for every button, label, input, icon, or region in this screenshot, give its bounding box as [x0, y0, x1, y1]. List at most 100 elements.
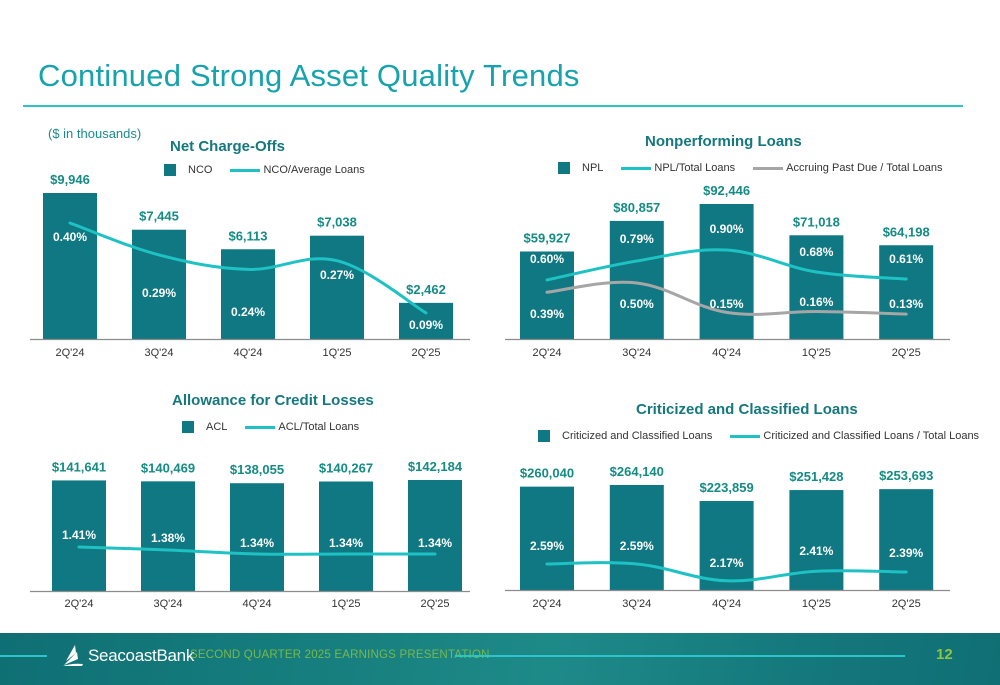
bar-npl-1 — [609, 220, 664, 339]
x-tick-label: 2Q'24 — [55, 347, 84, 359]
line-value-label: 0.79% — [620, 232, 654, 246]
line-value-label: 0.90% — [710, 222, 744, 236]
bar-value-label: $92,446 — [703, 183, 750, 198]
legend-cc: Criticized and Classified Loans Criticiz… — [538, 430, 997, 442]
x-tick-label: 3Q'24 — [622, 598, 651, 610]
line-value-label: 0.61% — [889, 252, 923, 266]
x-tick-label: 1Q'25 — [322, 347, 351, 359]
x-tick-label: 3Q'24 — [622, 347, 651, 359]
bar-value-label: $264,140 — [610, 464, 664, 479]
bar-value-label: $251,428 — [789, 469, 843, 484]
bar-nco-2 — [221, 249, 275, 339]
legend-item-npl: NPL — [558, 162, 603, 174]
bar-swatch-icon — [164, 164, 176, 176]
bar-value-label: $80,857 — [613, 200, 660, 215]
bar-swatch-icon — [538, 430, 550, 442]
bar-value-label: $64,198 — [883, 224, 930, 239]
line-value-label: 1.38% — [151, 531, 185, 545]
bar-value-label: $140,267 — [319, 460, 373, 475]
line-value-label: 0.16% — [799, 295, 833, 309]
bar-cc-2 — [699, 501, 754, 590]
line-swatch-icon — [753, 166, 784, 170]
line-value-label: 1.41% — [62, 528, 96, 542]
chart-title-cc: Criticized and Classified Loans — [636, 401, 858, 418]
bar-acl-4 — [408, 480, 462, 591]
legend-item-nco: NCO — [164, 164, 212, 176]
line-value-label: 0.68% — [799, 245, 833, 259]
line-value-label: 2.39% — [889, 546, 923, 560]
page-title: Continued Strong Asset Quality Trends — [38, 58, 580, 93]
legend-item-past-due: Accruing Past Due / Total Loans — [753, 162, 942, 174]
bar-value-label: $2,462 — [406, 282, 446, 297]
bar-value-label: $253,693 — [879, 468, 933, 483]
bar-npl-2 — [699, 204, 754, 339]
line-value-label: 0.27% — [320, 268, 354, 282]
line-value-label: 2.59% — [530, 539, 564, 553]
line-value-label: 0.13% — [889, 297, 923, 311]
bar-acl-1 — [141, 481, 195, 591]
legend-item-acl-ratio: ACL/Total Loans — [245, 421, 359, 433]
bar-swatch-icon — [558, 162, 570, 174]
bar-cc-3 — [789, 490, 844, 590]
chart-title-nco: Net Charge-Offs — [170, 138, 286, 155]
legend-item-acl: ACL — [182, 421, 227, 433]
line-value-label: 0.40% — [53, 230, 87, 244]
bar-swatch-icon — [182, 421, 194, 433]
page-number: 12 — [936, 646, 953, 663]
sail-logo-icon — [63, 645, 83, 666]
line-value-label: 1.34% — [329, 536, 363, 550]
x-tick-label: 3Q'24 — [144, 347, 173, 359]
chart-title-acl: Allowance for Credit Losses — [172, 392, 374, 409]
legend-item-nco-ratio: NCO/Average Loans — [230, 164, 365, 176]
bar-value-label: $140,469 — [141, 460, 195, 475]
units-note: ($ in thousands) — [48, 126, 142, 141]
bar-value-label: $59,927 — [524, 230, 571, 245]
x-tick-label: 4Q'24 — [233, 347, 262, 359]
line-value-label: 0.15% — [710, 297, 744, 311]
bar-value-label: $260,040 — [520, 466, 574, 481]
bar-nco-4 — [399, 302, 453, 339]
line-swatch-icon — [245, 425, 276, 429]
bar-npl-3 — [789, 235, 844, 339]
bar-value-label: $223,859 — [699, 480, 753, 495]
title-divider — [23, 105, 963, 107]
line-swatch-icon — [230, 168, 261, 172]
line-swatch-icon — [621, 166, 652, 170]
x-tick-label: 2Q'25 — [420, 598, 449, 610]
legend-item-cc: Criticized and Classified Loans — [538, 430, 712, 442]
bar-acl-0 — [52, 480, 106, 591]
bar-value-label: $9,946 — [50, 172, 90, 187]
line-value-label: 2.59% — [620, 539, 654, 553]
footer-rule-right — [455, 655, 905, 657]
bar-npl-4 — [879, 245, 934, 339]
bar-value-label: $141,641 — [52, 459, 106, 474]
line-value-label: 1.34% — [418, 536, 452, 550]
bar-nco-3 — [310, 235, 364, 339]
x-tick-label: 1Q'25 — [802, 598, 831, 610]
footer-caption: SECOND QUARTER 2025 EARNINGS PRESENTATIO… — [190, 649, 490, 661]
x-tick-label: 1Q'25 — [331, 598, 360, 610]
x-tick-label: 2Q'25 — [411, 347, 440, 359]
brand-logo: SeacoastBank — [62, 644, 194, 668]
line-value-label: 0.09% — [409, 318, 443, 332]
bar-cc-1 — [609, 485, 664, 590]
line-value-label: 1.34% — [240, 536, 274, 550]
footer-rule-left — [0, 655, 47, 657]
bar-value-label: $6,113 — [228, 228, 267, 243]
bar-value-label: $7,038 — [317, 215, 357, 230]
brand-name: SeacoastBank — [88, 646, 195, 665]
legend-npl: NPL NPL/Total Loans Accruing Past Due / … — [558, 162, 960, 174]
bar-cc-4 — [879, 489, 934, 590]
bar-value-label: $7,445 — [139, 209, 179, 224]
x-tick-label: 2Q'25 — [892, 598, 921, 610]
line-value-label: 0.24% — [231, 305, 265, 319]
x-tick-label: 2Q'24 — [64, 598, 93, 610]
x-tick-label: 4Q'24 — [242, 598, 271, 610]
legend-acl: ACL ACL/Total Loans — [182, 421, 377, 433]
bar-nco-1 — [132, 229, 186, 339]
x-tick-label: 4Q'24 — [712, 347, 741, 359]
x-tick-label: 3Q'24 — [153, 598, 182, 610]
line-value-label: 0.29% — [142, 286, 176, 300]
bar-value-label: $138,055 — [230, 462, 284, 477]
bar-value-label: $71,018 — [793, 214, 840, 229]
